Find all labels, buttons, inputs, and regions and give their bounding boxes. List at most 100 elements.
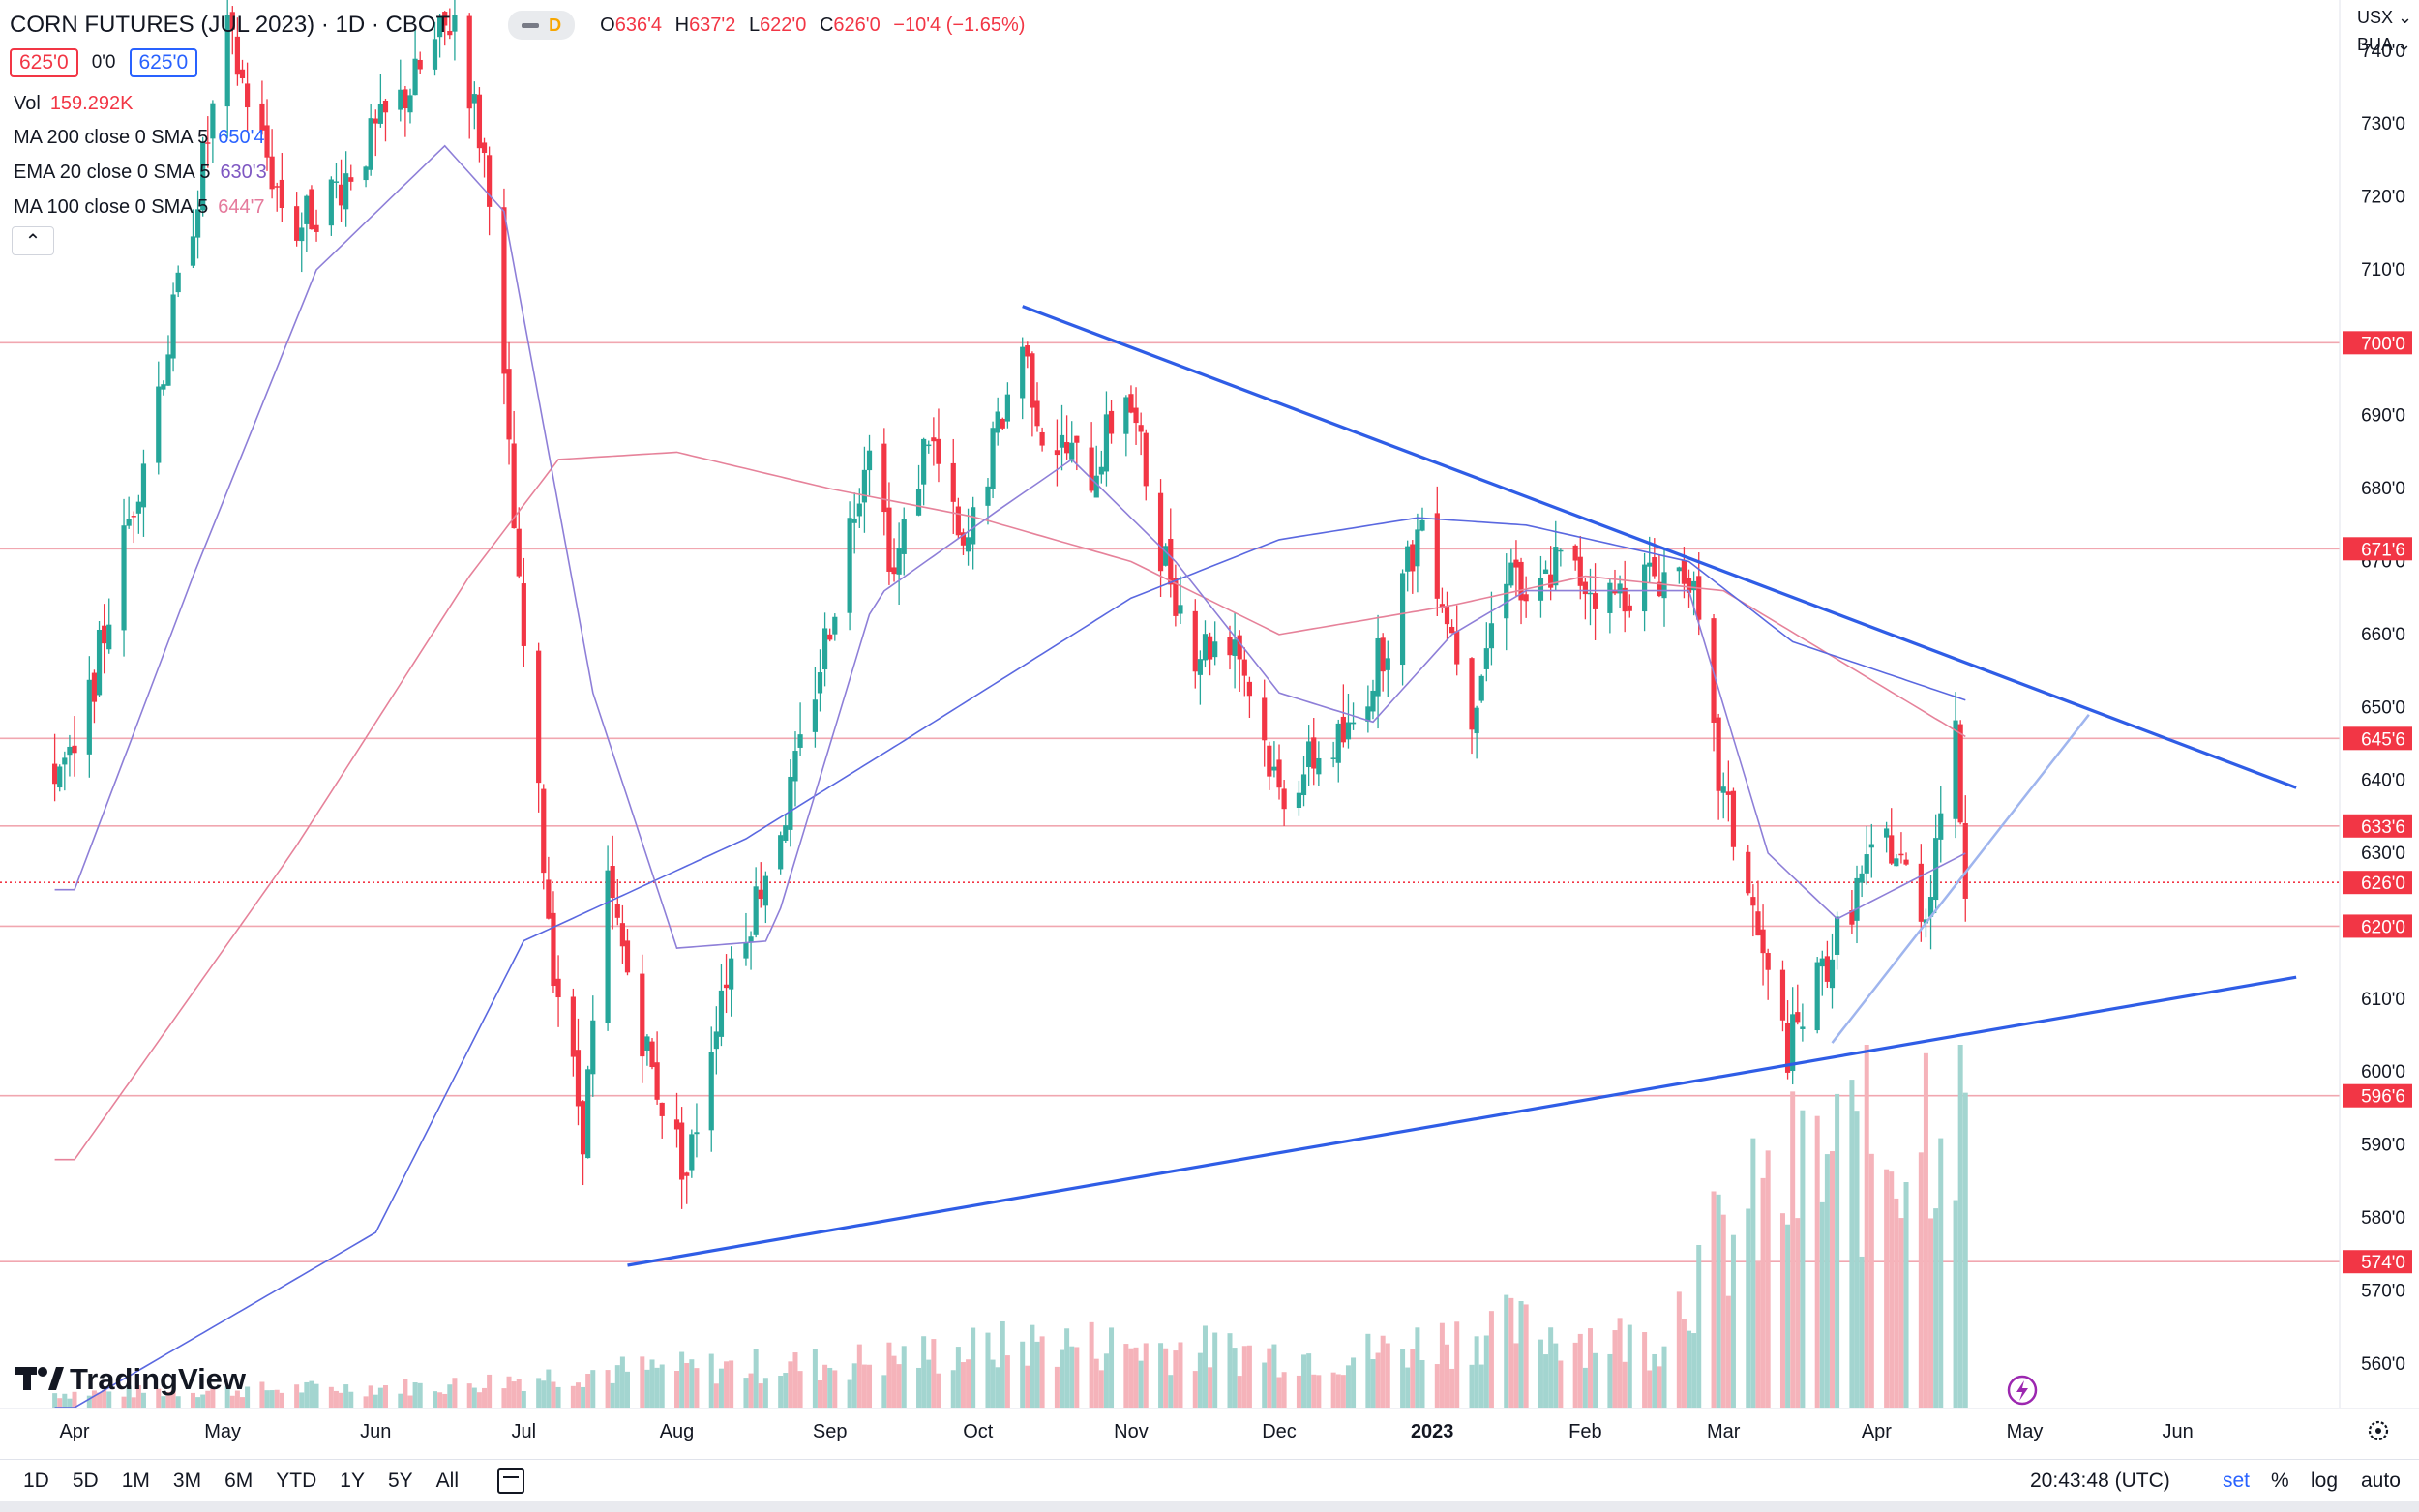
- volume-bar: [1138, 1360, 1144, 1408]
- candle-body: [299, 227, 305, 242]
- volume-bar: [1829, 1151, 1835, 1408]
- candle-body: [1202, 634, 1209, 661]
- timeframe-all[interactable]: All: [435, 1469, 459, 1492]
- volume-bar: [640, 1356, 645, 1408]
- candle-body: [1128, 394, 1134, 413]
- volume-bar: [442, 1393, 448, 1408]
- candle-body: [1163, 546, 1169, 566]
- volume-bar: [1415, 1327, 1420, 1408]
- volume-bar: [955, 1347, 961, 1408]
- candle-body: [190, 236, 196, 266]
- candle-body: [1868, 844, 1874, 848]
- candle-body: [673, 1119, 680, 1130]
- volume-bar: [309, 1380, 314, 1408]
- timeframe-ytd[interactable]: YTD: [276, 1469, 317, 1492]
- candle-body: [343, 173, 349, 210]
- candle-body: [575, 1050, 582, 1107]
- volume-bar: [1765, 1150, 1771, 1408]
- candle-body: [1004, 394, 1010, 422]
- volume-bar: [649, 1359, 655, 1408]
- trendline-channel: [1831, 714, 2090, 1044]
- volume-bar: [62, 1393, 68, 1408]
- exchange-selector[interactable]: BUA ⌄: [2357, 35, 2411, 55]
- currency-selector[interactable]: USX ⌄: [2357, 8, 2412, 28]
- timeframe-3m[interactable]: 3M: [172, 1469, 202, 1492]
- candle-body: [57, 766, 63, 788]
- candle-body: [1800, 1026, 1806, 1029]
- session-toggle[interactable]: set: [2223, 1469, 2251, 1492]
- candle-body: [1790, 1014, 1796, 1072]
- candle-body: [1864, 854, 1869, 874]
- volume-bar: [1785, 1224, 1791, 1408]
- candle-body: [126, 519, 132, 526]
- timeframe-5d[interactable]: 5D: [72, 1469, 99, 1492]
- volume-bar: [708, 1353, 714, 1408]
- timeframe-1y[interactable]: 1Y: [340, 1469, 365, 1492]
- timeframe-6m[interactable]: 6M: [224, 1469, 254, 1492]
- candle-body: [644, 1036, 650, 1051]
- auto-toggle[interactable]: auto: [2361, 1469, 2401, 1492]
- candle-body: [614, 904, 620, 918]
- volume-bar: [1760, 1177, 1766, 1408]
- candle-body: [476, 94, 483, 149]
- log-toggle[interactable]: log: [2311, 1469, 2339, 1492]
- indicator-ma200[interactable]: MA 200 close 0 SMA 5 650'4: [14, 127, 265, 149]
- indicator-ema20[interactable]: EMA 20 close 0 SMA 5 630'3: [14, 162, 267, 184]
- candle-body: [1746, 851, 1751, 894]
- candle-body: [684, 1172, 690, 1176]
- volume-bar: [575, 1382, 581, 1408]
- candle-body: [1227, 637, 1233, 656]
- symbol-title[interactable]: CORN FUTURES (JUL 2023) · 1D · CBOT: [10, 12, 451, 38]
- volume-bar: [1918, 1152, 1924, 1408]
- market-status-pill[interactable]: D: [508, 11, 576, 40]
- utc-clock[interactable]: 20:43:48 (UTC): [2030, 1469, 2170, 1492]
- candle-body: [1819, 958, 1825, 967]
- volume-bar: [1267, 1348, 1272, 1408]
- timeframe-5y[interactable]: 5Y: [387, 1469, 413, 1492]
- candle-body: [955, 506, 961, 536]
- delayed-badge: D: [549, 15, 562, 35]
- candle-body: [437, 16, 443, 38]
- percent-toggle[interactable]: %: [2271, 1469, 2289, 1492]
- collapse-legend-button[interactable]: ⌃: [12, 226, 54, 255]
- volume-bar: [881, 1375, 887, 1408]
- price-level-label: 633'6: [2361, 817, 2405, 838]
- volume-bar: [1380, 1335, 1386, 1408]
- volume-bar: [1069, 1346, 1075, 1408]
- volume-bar: [1622, 1361, 1628, 1408]
- candle-body: [995, 411, 1000, 433]
- volume-bar: [1676, 1291, 1682, 1408]
- chart-legend: CORN FUTURES (JUL 2023) · 1D · CBOT D O6…: [0, 0, 1161, 255]
- sell-button[interactable]: 625'0: [10, 48, 78, 77]
- timeframe-1m[interactable]: 1M: [121, 1469, 150, 1492]
- volume-bar: [644, 1369, 650, 1408]
- candle-body: [743, 942, 749, 959]
- calendar-icon[interactable]: [497, 1468, 524, 1494]
- indicator-label: Vol: [14, 93, 41, 114]
- candle-body: [471, 94, 477, 104]
- candle-body: [200, 142, 206, 211]
- volume-bar: [1518, 1300, 1524, 1408]
- candle-body: [121, 525, 127, 631]
- candle-body: [1849, 910, 1855, 925]
- price-chart[interactable]: 560'0 570'0 580'0 590'0 600'0 610'0 620'0 630'0…: [0, 0, 2419, 1459]
- indicator-volume[interactable]: Vol 159.292K: [14, 93, 133, 115]
- volume-bar: [1276, 1377, 1282, 1408]
- candle-body: [926, 444, 932, 447]
- candle-body: [1607, 582, 1613, 613]
- candle-body: [619, 923, 625, 947]
- volume-bar: [368, 1385, 373, 1408]
- volume-bar: [1538, 1339, 1543, 1408]
- candle-body: [1410, 544, 1416, 572]
- indicator-ma100[interactable]: MA 100 close 0 SMA 5 644'7: [14, 196, 265, 219]
- volume-bar: [1681, 1319, 1687, 1408]
- candle-body: [1918, 863, 1924, 922]
- buy-button[interactable]: 625'0: [129, 48, 198, 77]
- logo-mark: [48, 1367, 64, 1390]
- timeframe-1d[interactable]: 1D: [23, 1469, 49, 1492]
- tradingview-logo[interactable]: TradingView: [15, 1362, 247, 1396]
- candle-body: [1696, 576, 1702, 620]
- candle-body: [748, 936, 754, 943]
- candle-body: [1927, 897, 1934, 917]
